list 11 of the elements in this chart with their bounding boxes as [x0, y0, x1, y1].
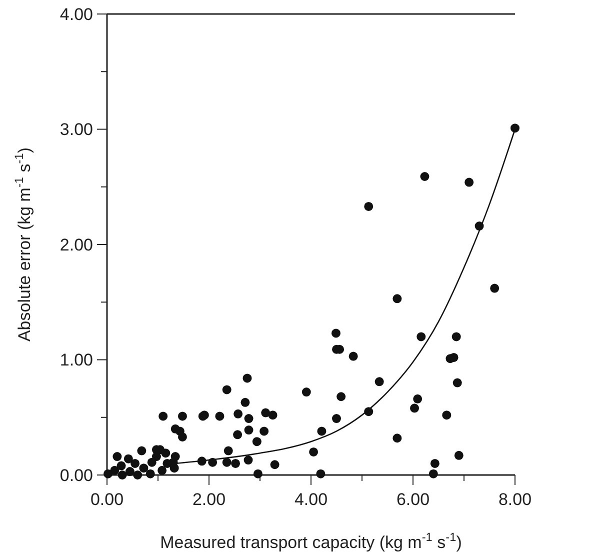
y-tick-label: 4.00: [60, 4, 93, 24]
y-tick-label: 2.00: [60, 235, 93, 254]
x-tick-label: 8.00: [498, 490, 532, 509]
y-tick-label: 0.00: [60, 466, 93, 485]
y-tick-label: 3.00: [60, 120, 93, 140]
x-axis-title: Measured transport capacity (kg m$^{-1}$ s$^{-1}$): [160, 530, 462, 552]
x-tick-label: 0.00: [90, 490, 124, 509]
x-tick-label: 4.00: [294, 490, 328, 509]
x-tick-label: 2.00: [192, 490, 226, 509]
y-tick-label: 1.00: [60, 350, 93, 370]
x-tick-label: 6.00: [396, 490, 430, 509]
